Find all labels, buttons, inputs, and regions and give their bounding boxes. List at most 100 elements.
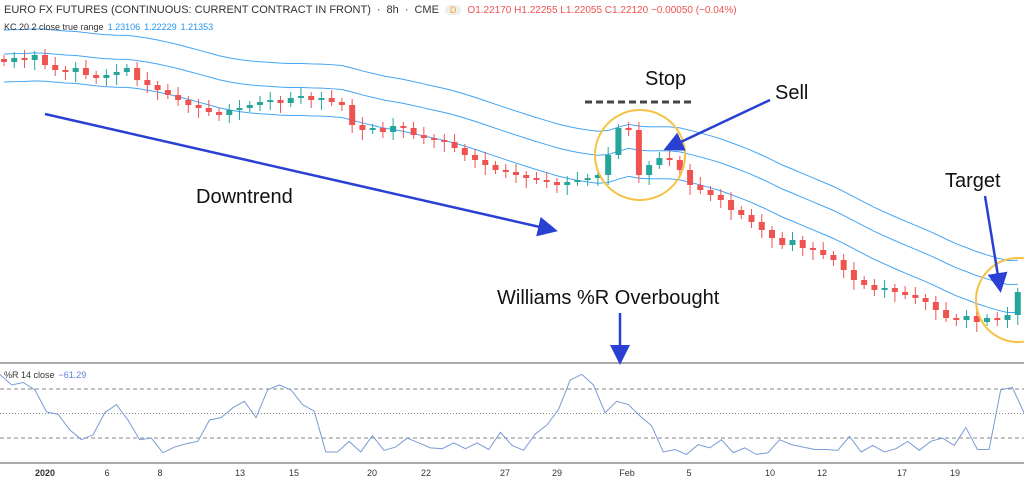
candle-body [267, 100, 274, 102]
candle-body [902, 292, 909, 295]
candle-body [687, 170, 694, 185]
sell-arrow [663, 98, 771, 151]
candle-body [994, 318, 1001, 320]
candle-body [574, 180, 581, 182]
candle-body [154, 85, 161, 90]
williams-legend[interactable]: %R 14 close −61.29 [4, 370, 86, 380]
time-axis-label: 22 [420, 468, 432, 478]
candle-body [390, 126, 397, 132]
candle-body [697, 185, 704, 190]
candle-body [72, 68, 79, 72]
candle-body [840, 260, 847, 270]
williams-label: %R 14 close [4, 370, 55, 380]
candle-body [912, 295, 919, 298]
candle-body [287, 98, 294, 103]
candle-body [769, 230, 775, 238]
candle-body [646, 165, 653, 175]
candle-body [625, 128, 632, 130]
candle-body [861, 280, 868, 285]
candle-body [779, 238, 786, 245]
keltner-label: KC 20 2 close true range [4, 22, 104, 32]
candle-body [584, 178, 591, 180]
candle-body [482, 160, 489, 165]
sell-highlight-circle [594, 109, 686, 201]
sell-label: Sell [775, 82, 809, 104]
candle-body [871, 285, 878, 290]
candle-body [338, 102, 345, 105]
candle-body [1014, 292, 1021, 315]
candle-body [103, 75, 110, 78]
candle-body [513, 172, 519, 175]
candle-body [963, 316, 970, 320]
candle-body [257, 102, 263, 105]
candle-body [461, 148, 468, 155]
target-highlight-circle [975, 257, 1024, 343]
candle-body [62, 70, 69, 72]
candle-body [134, 68, 141, 80]
time-axis-label: 8 [157, 468, 163, 478]
time-axis-label: 29 [551, 468, 563, 478]
time-axis-label: Feb [619, 468, 635, 478]
downtrend-arrow [44, 112, 558, 237]
time-axis-label: 10 [764, 468, 776, 478]
candle-body [533, 178, 540, 180]
time-axis-label: 6 [104, 468, 110, 478]
candle-body [922, 298, 929, 302]
candle-body [246, 105, 253, 108]
candle-body [441, 140, 448, 142]
candle-body [932, 302, 939, 310]
candle-body [1, 59, 7, 62]
candle-body [943, 310, 950, 318]
candle-body [123, 68, 130, 72]
candle-body [185, 100, 192, 105]
williams-r-line [0, 373, 1024, 455]
candle-body [175, 95, 182, 100]
candle-body [369, 128, 376, 130]
candle-body [379, 128, 386, 132]
candle-body [666, 158, 673, 160]
candle-body [738, 210, 745, 215]
candle-body [205, 108, 212, 112]
keltner-legend[interactable]: KC 20 2 close true range 1.23106 1.22229 1.… [4, 22, 213, 32]
close-value: C1.22120 [604, 4, 649, 16]
candle-body [707, 190, 714, 195]
candle-body [543, 180, 550, 182]
time-axis-label: 2020 [34, 468, 56, 478]
candle-body [553, 182, 560, 185]
symbol-title: EURO FX FUTURES (CONTINUOUS: CURRENT CON… [4, 4, 371, 16]
time-axis-label: 13 [234, 468, 246, 478]
candle-body [277, 100, 284, 103]
candle-body [226, 110, 233, 115]
interval[interactable]: 8h [386, 4, 399, 16]
candle-body [451, 142, 458, 148]
overbought-label: Williams %R Overbought [497, 287, 720, 309]
delayed-badge: D [444, 5, 462, 15]
candle-body [820, 250, 827, 255]
keltner-upper: 1.23106 [107, 22, 141, 32]
candle-body [830, 255, 837, 260]
target-label: Target [945, 170, 1001, 192]
candle-body [523, 175, 530, 178]
candle-body [52, 65, 59, 70]
candle-body [1004, 315, 1011, 320]
williams-value: −61.29 [58, 370, 87, 380]
candle-body [891, 288, 898, 292]
candle-body [164, 90, 171, 95]
candle-body [492, 165, 499, 170]
candle-body [502, 170, 509, 172]
candle-body [195, 105, 202, 108]
low-value: L1.22055 [560, 4, 603, 16]
candle-body [349, 105, 356, 125]
keltner-middle: 1.22229 [144, 22, 177, 32]
candle-body [144, 80, 151, 85]
symbol-header: EURO FX FUTURES (CONTINUOUS: CURRENT CON… [4, 4, 737, 16]
candle-body [328, 98, 335, 102]
candle-body [564, 182, 571, 185]
candle-body [973, 316, 980, 322]
candle-body [748, 215, 755, 222]
candle-body [809, 248, 816, 250]
candle-body [717, 195, 724, 200]
candle-body [799, 240, 806, 248]
candle-body [953, 318, 960, 320]
